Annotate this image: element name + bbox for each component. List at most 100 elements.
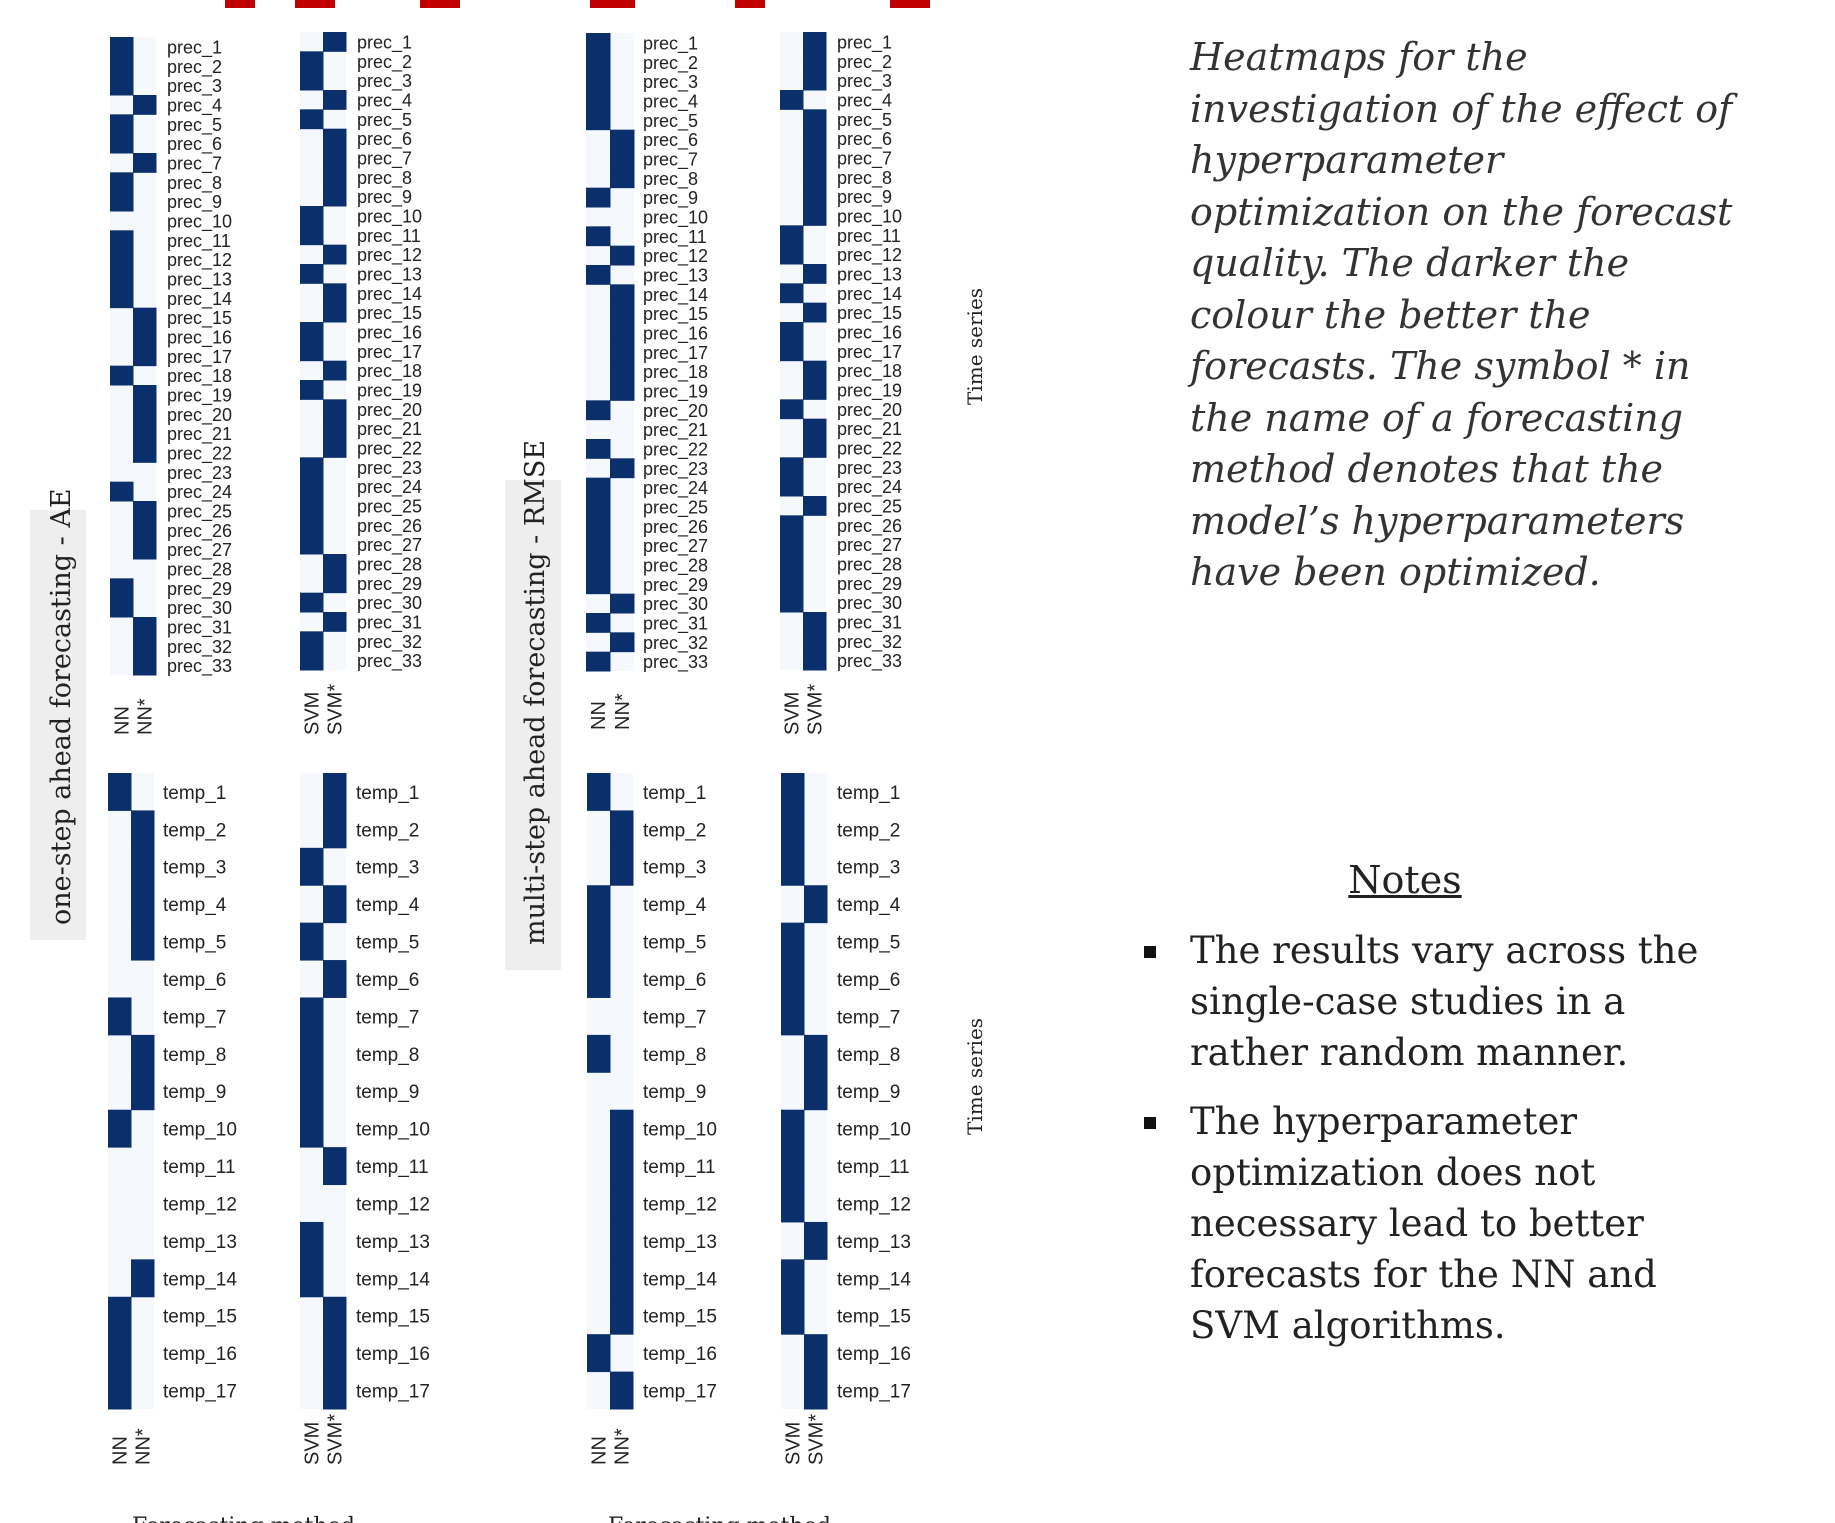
row-label: prec_2: [357, 52, 412, 73]
heatmap-cell: [781, 1147, 805, 1186]
row-label: prec_18: [837, 361, 902, 382]
heatmap-cell: [133, 443, 157, 463]
row-label: temp_12: [837, 1194, 911, 1215]
heatmap-cell: [586, 613, 611, 633]
row-label: prec_14: [643, 285, 708, 306]
y-axis-label-prec: Time series: [963, 288, 987, 405]
heatmap-cell: [300, 922, 324, 961]
heatmap-cell: [610, 593, 635, 614]
heatmap-cell: [300, 1034, 324, 1073]
row-label: prec_22: [837, 439, 902, 460]
heatmap-cell: [300, 380, 324, 400]
heatmap-cell: [323, 186, 347, 207]
row-label: prec_9: [643, 188, 698, 209]
method-label: NN*: [612, 1428, 634, 1465]
row-label: temp_14: [163, 1269, 237, 1290]
x-axis-label-ae: Forecasting method: [132, 1514, 355, 1523]
heatmap-cell: [108, 1371, 132, 1410]
row-label: prec_21: [357, 419, 422, 440]
heatmap-cell: [108, 997, 132, 1036]
row-label: prec_6: [837, 129, 892, 150]
row-label: prec_5: [643, 111, 698, 132]
method-label: SVM: [302, 692, 324, 735]
heatmap-cell: [323, 1147, 347, 1186]
row-label: temp_7: [643, 1007, 706, 1028]
heatmap-cell: [323, 302, 347, 323]
row-label: prec_27: [643, 536, 708, 557]
heatmap-cell: [586, 187, 611, 208]
row-label: temp_5: [643, 933, 706, 954]
row-label: temp_3: [163, 858, 226, 879]
heatmap-cell: [803, 128, 827, 149]
heatmap-cell: [780, 283, 804, 304]
heatmap-cell: [610, 847, 634, 886]
row-label: prec_18: [357, 361, 422, 382]
heatmap-cell: [133, 539, 157, 560]
row-label: prec_29: [357, 574, 422, 595]
heatmap-cell: [780, 476, 804, 497]
row-label: prec_3: [167, 76, 222, 97]
row-label: prec_3: [357, 71, 412, 92]
heatmap-cell: [586, 91, 611, 111]
row-label: temp_10: [356, 1120, 430, 1141]
heatmap-cell: [587, 1034, 611, 1073]
heatmap-cell: [586, 33, 611, 53]
row-label: temp_15: [163, 1307, 237, 1328]
row-label: prec_24: [357, 477, 422, 498]
row-label: temp_17: [837, 1382, 911, 1403]
heatmap-cell: [803, 70, 827, 91]
row-label: prec_18: [643, 362, 708, 383]
row-label: prec_24: [837, 477, 902, 498]
heatmap-cell: [804, 1334, 828, 1373]
heatmap-cell: [610, 149, 635, 169]
heatmap-cell: [110, 365, 134, 386]
heatmap-cell: [610, 1184, 634, 1223]
row-label: temp_14: [643, 1269, 717, 1290]
heatmap-cell: [323, 128, 347, 149]
heatmap-cell: [131, 922, 155, 961]
method-label: NN: [112, 706, 134, 735]
heatmap-cell: [804, 1072, 828, 1111]
row-label: temp_7: [163, 1007, 226, 1028]
row-label: prec_33: [643, 652, 708, 673]
row-label: prec_28: [167, 560, 232, 581]
row-label: prec_24: [643, 478, 708, 499]
heatmap-cell: [586, 226, 611, 247]
title-fragment: [890, 0, 930, 8]
row-label: temp_11: [163, 1157, 236, 1178]
heatmap-cell: [804, 1034, 828, 1073]
heatmap-cell: [131, 885, 155, 924]
row-label: prec_16: [643, 324, 708, 345]
row-label: prec_19: [643, 382, 708, 403]
row-label: prec_14: [167, 289, 232, 310]
heatmap-cell: [610, 1296, 634, 1335]
row-label: prec_16: [167, 328, 232, 349]
heatmap-cell: [803, 148, 827, 168]
method-label: NN: [589, 1436, 611, 1465]
method-label: SVM*: [325, 684, 347, 735]
heatmap-panel-rmse_temp_svm: temp_1 temp_2 temp_3 temp_4 temp_5 temp_6temp…: [781, 773, 911, 1465]
row-label: prec_23: [357, 458, 422, 479]
row-label: prec_4: [643, 92, 698, 113]
row-label: prec_30: [837, 593, 902, 614]
row-label: prec_2: [167, 57, 222, 78]
row-label: prec_29: [837, 574, 902, 595]
heatmap-cell: [610, 1147, 634, 1186]
row-label: prec_33: [837, 651, 902, 672]
row-label: temp_2: [356, 820, 419, 841]
row-label: prec_14: [357, 284, 422, 305]
row-label: temp_17: [163, 1382, 237, 1403]
row-label: temp_16: [163, 1344, 237, 1365]
row-label: temp_5: [837, 933, 900, 954]
heatmap-cell: [133, 346, 157, 367]
heatmap-cell: [587, 960, 611, 998]
heatmap-cell: [780, 515, 804, 536]
row-label: prec_20: [643, 401, 708, 422]
heatmap-cell: [781, 997, 805, 1036]
heatmap-cell: [131, 1072, 155, 1111]
heatmap-cell: [610, 458, 635, 479]
heatmap-cell: [780, 573, 804, 594]
notes-item: The results vary across the single-case …: [1140, 925, 1700, 1078]
heatmap-cell: [323, 399, 347, 420]
row-label: prec_28: [643, 556, 708, 577]
